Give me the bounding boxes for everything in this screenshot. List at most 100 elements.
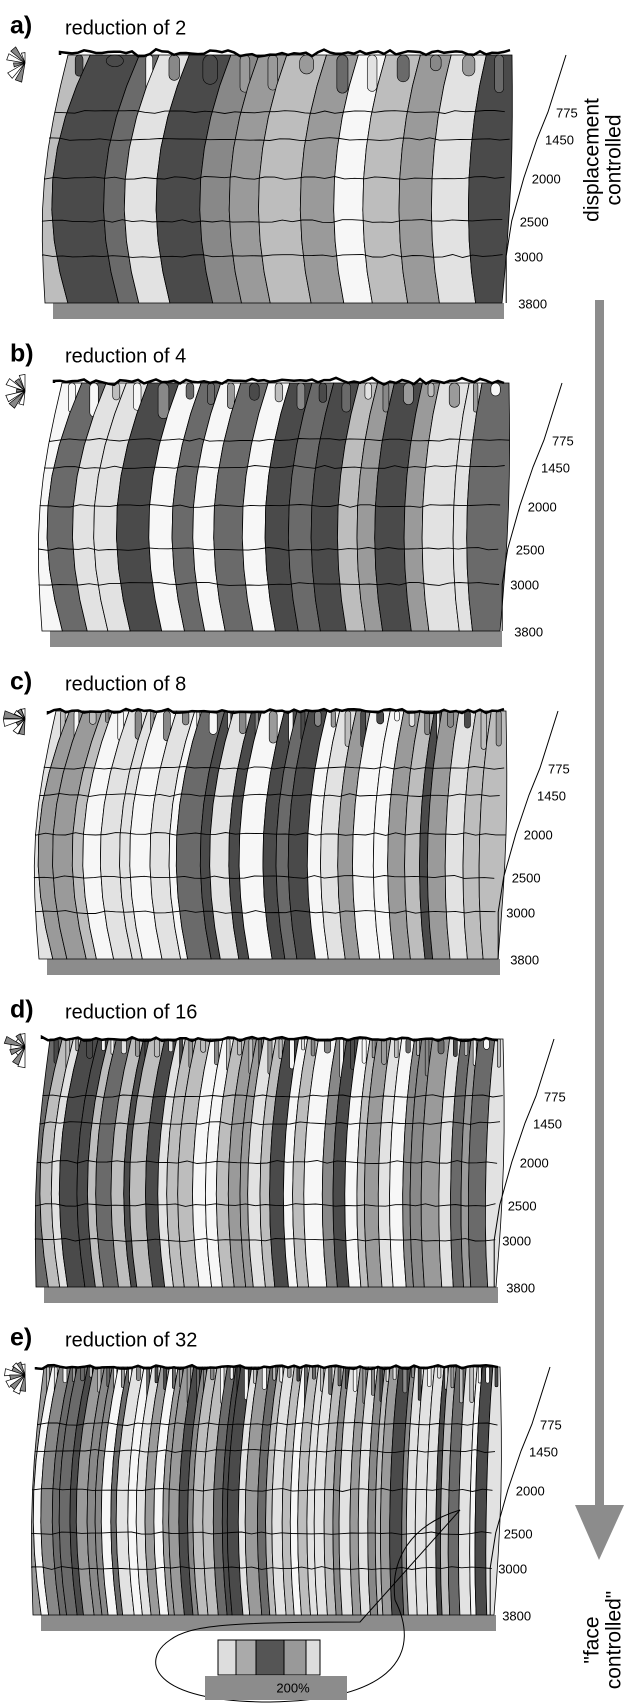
finger	[490, 382, 501, 397]
finger	[485, 1366, 490, 1384]
step-label: 3800	[514, 624, 543, 639]
panel-label: b)	[10, 340, 34, 368]
finger	[289, 1038, 295, 1070]
finger	[328, 1366, 333, 1395]
finger	[318, 382, 327, 403]
finger	[207, 382, 215, 405]
finger	[494, 1366, 499, 1388]
step-label: 775	[556, 105, 578, 120]
panel: d) reduction of 16 775 1450 2000 2500 3000 3800	[3, 996, 566, 1303]
horizon-line	[36, 1160, 498, 1164]
top-surface	[46, 707, 505, 715]
step-label: 2000	[520, 1155, 549, 1170]
finger	[210, 1366, 215, 1381]
finger	[396, 54, 410, 83]
finger	[344, 710, 352, 747]
finger	[371, 1366, 375, 1396]
horizon-line	[35, 1203, 496, 1207]
side-label-top: displacement	[581, 98, 604, 222]
step-label: 3800	[510, 952, 539, 967]
finger	[272, 1366, 277, 1381]
finger	[394, 710, 400, 722]
rose-wedge	[14, 378, 26, 392]
finger	[495, 710, 502, 747]
finger	[299, 54, 314, 75]
base-bar	[44, 1287, 498, 1303]
panel: b) reduction of 4 775 1450 2000 2500 3000 3800	[5, 340, 574, 647]
finger	[202, 54, 218, 85]
horizon-line	[31, 1566, 492, 1570]
step-label: 3000	[506, 905, 535, 920]
column	[467, 54, 513, 304]
panel: a) reduction of 2 775 1450 2000 2500 3000 3800	[6, 12, 578, 319]
finger	[314, 710, 322, 727]
rose-wedge	[6, 53, 26, 64]
step-label: 3800	[518, 296, 547, 311]
step-label: 3800	[502, 1608, 531, 1623]
finger	[261, 1366, 267, 1390]
column	[466, 382, 511, 632]
rose-wedge	[18, 373, 26, 392]
rose-wedge	[2, 718, 26, 727]
top-surface	[40, 1034, 499, 1043]
finger	[382, 382, 390, 413]
finger	[157, 382, 170, 419]
step-label: 1450	[537, 788, 566, 803]
inset-label: 200%	[276, 1680, 310, 1695]
finger	[394, 1038, 399, 1059]
finger	[62, 1366, 68, 1384]
finger	[153, 1038, 161, 1058]
step-label: 775	[552, 433, 574, 448]
panel-label: d)	[10, 996, 34, 1024]
finger	[405, 1038, 411, 1054]
profile-line	[489, 1366, 551, 1615]
finger	[336, 54, 349, 94]
finger	[447, 710, 454, 728]
finger	[323, 1038, 331, 1054]
profile-line	[505, 54, 567, 303]
finger	[312, 1366, 316, 1380]
step-label: 2000	[528, 499, 557, 514]
finger	[301, 1038, 305, 1051]
step-label: 2500	[504, 1526, 533, 1541]
panel: e) reduction of 32 775 1450 2000 2500 3000 3800	[4, 1324, 562, 1631]
horizon-line	[38, 547, 499, 551]
panel: c) reduction of 8 775 1450 2000 2500 3000 3800	[2, 668, 570, 975]
finger	[464, 710, 471, 729]
rose-wedge	[5, 390, 26, 403]
horizon-line	[49, 137, 510, 141]
finger	[494, 54, 504, 94]
rose-wedge	[8, 390, 26, 409]
horizon-line	[42, 1094, 503, 1098]
step-label: 2500	[516, 542, 545, 557]
horizon-line	[37, 1422, 498, 1426]
finger	[253, 1366, 257, 1384]
finger	[408, 710, 416, 727]
finger	[352, 1366, 358, 1392]
base-bar	[50, 631, 502, 647]
column	[485, 1366, 502, 1616]
panel-title: reduction of 4	[65, 345, 186, 367]
finger	[381, 1038, 387, 1065]
top-surface	[34, 1363, 499, 1371]
finger	[163, 710, 171, 742]
step-label: 3000	[502, 1233, 531, 1248]
base-bar	[53, 303, 504, 319]
finger	[483, 1038, 490, 1050]
finger	[480, 710, 487, 750]
finger	[403, 382, 414, 405]
finger	[80, 1366, 85, 1382]
panel-title: reduction of 8	[65, 673, 186, 695]
finger	[424, 710, 431, 736]
step-label: 3000	[510, 577, 539, 592]
horizon-line	[39, 504, 501, 508]
finger	[208, 710, 218, 735]
horizon-line	[43, 766, 505, 770]
horizon-line	[44, 465, 505, 469]
step-label: 1450	[545, 132, 574, 147]
horizon-line	[54, 110, 505, 114]
finger	[267, 54, 279, 91]
step-label: 2000	[524, 827, 553, 842]
finger	[366, 54, 378, 92]
horizon-line	[42, 254, 503, 258]
